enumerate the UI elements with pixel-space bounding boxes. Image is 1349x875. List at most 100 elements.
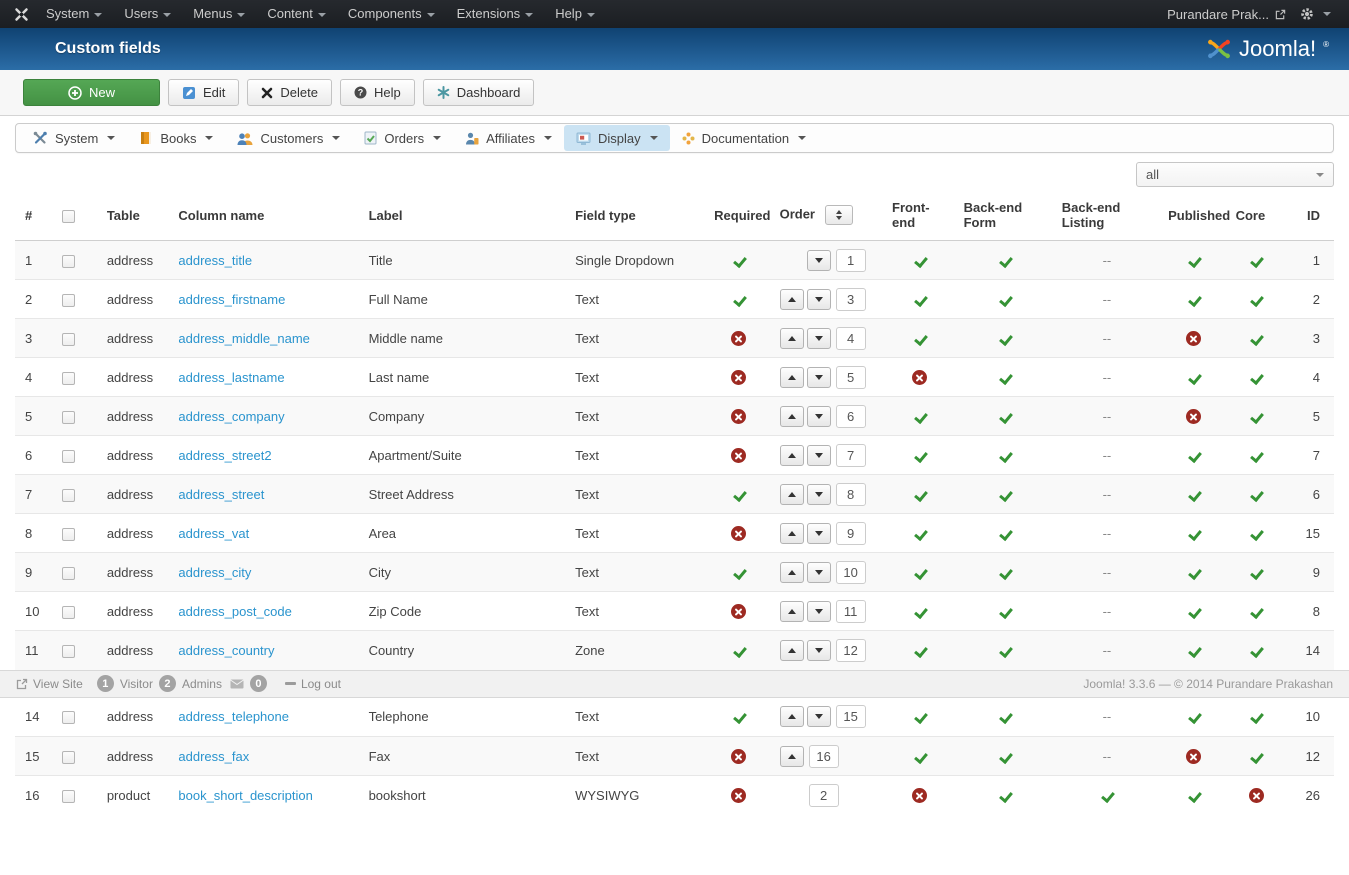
column-name-link[interactable]: address_title (178, 253, 252, 268)
order-up-button[interactable] (780, 523, 804, 544)
front-end-check-icon[interactable] (913, 606, 927, 619)
order-down-button[interactable] (807, 484, 831, 505)
front-end-check-icon[interactable] (913, 450, 927, 463)
menubar-item-components[interactable]: Components (337, 0, 446, 28)
view-site-link[interactable]: View Site (16, 677, 83, 691)
published-check-icon[interactable] (1187, 606, 1201, 619)
row-checkbox[interactable] (62, 411, 75, 424)
visitor-count-badge[interactable]: 1 (97, 675, 114, 692)
back-end-form-check-icon[interactable] (998, 606, 1012, 619)
row-checkbox[interactable] (62, 606, 75, 619)
admin-count-badge[interactable]: 2 (159, 675, 176, 692)
order-down-button[interactable] (807, 640, 831, 661)
published-check-icon[interactable] (1187, 255, 1201, 268)
column-name-link[interactable]: address_country (178, 643, 274, 658)
column-name-link[interactable]: address_post_code (178, 604, 291, 619)
order-up-button[interactable] (780, 601, 804, 622)
front-end-cross-icon[interactable] (912, 788, 927, 803)
order-down-button[interactable] (807, 706, 831, 727)
component-nav-item-documentation[interactable]: Documentation (670, 125, 818, 151)
menubar-item-content[interactable]: Content (256, 0, 337, 28)
published-check-icon[interactable] (1187, 790, 1201, 803)
menubar-item-help[interactable]: Help (544, 0, 606, 28)
required-cross-icon[interactable] (731, 788, 746, 803)
menubar-item-menus[interactable]: Menus (182, 0, 256, 28)
required-cross-icon[interactable] (731, 749, 746, 764)
front-end-check-icon[interactable] (913, 751, 927, 764)
front-end-check-icon[interactable] (913, 489, 927, 502)
order-input[interactable] (836, 561, 866, 584)
front-end-check-icon[interactable] (913, 294, 927, 307)
published-check-icon[interactable] (1187, 528, 1201, 541)
order-up-button[interactable] (780, 562, 804, 583)
order-input[interactable] (836, 444, 866, 467)
order-up-button[interactable] (780, 367, 804, 388)
column-name-link[interactable]: address_company (178, 409, 284, 424)
row-checkbox[interactable] (62, 645, 75, 658)
published-check-icon[interactable] (1187, 372, 1201, 385)
order-sort-button[interactable] (825, 205, 853, 225)
front-end-cross-icon[interactable] (912, 370, 927, 385)
component-nav-item-books[interactable]: Books (127, 125, 225, 151)
row-checkbox[interactable] (62, 372, 75, 385)
published-check-icon[interactable] (1187, 450, 1201, 463)
row-checkbox[interactable] (62, 751, 75, 764)
order-input[interactable] (836, 366, 866, 389)
column-name-link[interactable]: address_city (178, 565, 251, 580)
column-name-link[interactable]: address_firstname (178, 292, 285, 307)
column-name-link[interactable]: address_fax (178, 749, 249, 764)
order-input[interactable] (836, 600, 866, 623)
order-down-button[interactable] (807, 328, 831, 349)
column-name-link[interactable]: address_vat (178, 526, 249, 541)
order-up-button[interactable] (780, 328, 804, 349)
back-end-form-check-icon[interactable] (998, 489, 1012, 502)
front-end-check-icon[interactable] (913, 528, 927, 541)
message-count-badge[interactable]: 0 (250, 675, 267, 692)
order-input[interactable] (836, 705, 866, 728)
component-nav-item-affiliates[interactable]: Affiliates (453, 125, 564, 151)
published-check-icon[interactable] (1187, 645, 1201, 658)
order-up-button[interactable] (780, 289, 804, 310)
back-end-form-check-icon[interactable] (998, 567, 1012, 580)
front-end-check-icon[interactable] (913, 333, 927, 346)
column-name-link[interactable]: address_street (178, 487, 264, 502)
order-input[interactable] (836, 288, 866, 311)
required-cross-icon[interactable] (731, 604, 746, 619)
order-input[interactable] (809, 745, 839, 768)
back-end-form-check-icon[interactable] (998, 372, 1012, 385)
required-cross-icon[interactable] (731, 331, 746, 346)
back-end-listing-check-icon[interactable] (1100, 790, 1114, 803)
order-input[interactable] (836, 483, 866, 506)
user-menu[interactable]: Purandare Prak... (1167, 7, 1286, 22)
logout-link[interactable]: Log out (301, 677, 341, 691)
back-end-form-check-icon[interactable] (998, 751, 1012, 764)
row-checkbox[interactable] (62, 528, 75, 541)
order-input[interactable] (836, 522, 866, 545)
row-checkbox[interactable] (62, 450, 75, 463)
row-checkbox[interactable] (62, 790, 75, 803)
back-end-form-check-icon[interactable] (998, 711, 1012, 724)
published-check-icon[interactable] (1187, 567, 1201, 580)
order-down-button[interactable] (807, 562, 831, 583)
row-checkbox[interactable] (62, 255, 75, 268)
back-end-form-check-icon[interactable] (998, 294, 1012, 307)
required-cross-icon[interactable] (731, 448, 746, 463)
back-end-form-check-icon[interactable] (998, 255, 1012, 268)
component-nav-item-system[interactable]: System (21, 125, 127, 151)
order-down-button[interactable] (807, 406, 831, 427)
row-checkbox[interactable] (62, 489, 75, 502)
row-checkbox[interactable] (62, 333, 75, 346)
order-input[interactable] (836, 249, 866, 272)
order-down-button[interactable] (807, 250, 831, 271)
required-check-icon[interactable] (732, 645, 746, 658)
column-name-link[interactable]: address_street2 (178, 448, 271, 463)
dashboard-button[interactable]: Dashboard (423, 79, 535, 106)
column-name-link[interactable]: address_middle_name (178, 331, 310, 346)
back-end-form-check-icon[interactable] (998, 528, 1012, 541)
required-check-icon[interactable] (732, 567, 746, 580)
order-up-button[interactable] (780, 484, 804, 505)
published-check-icon[interactable] (1187, 489, 1201, 502)
front-end-check-icon[interactable] (913, 711, 927, 724)
front-end-check-icon[interactable] (913, 411, 927, 424)
gear-menu[interactable] (1300, 7, 1335, 21)
